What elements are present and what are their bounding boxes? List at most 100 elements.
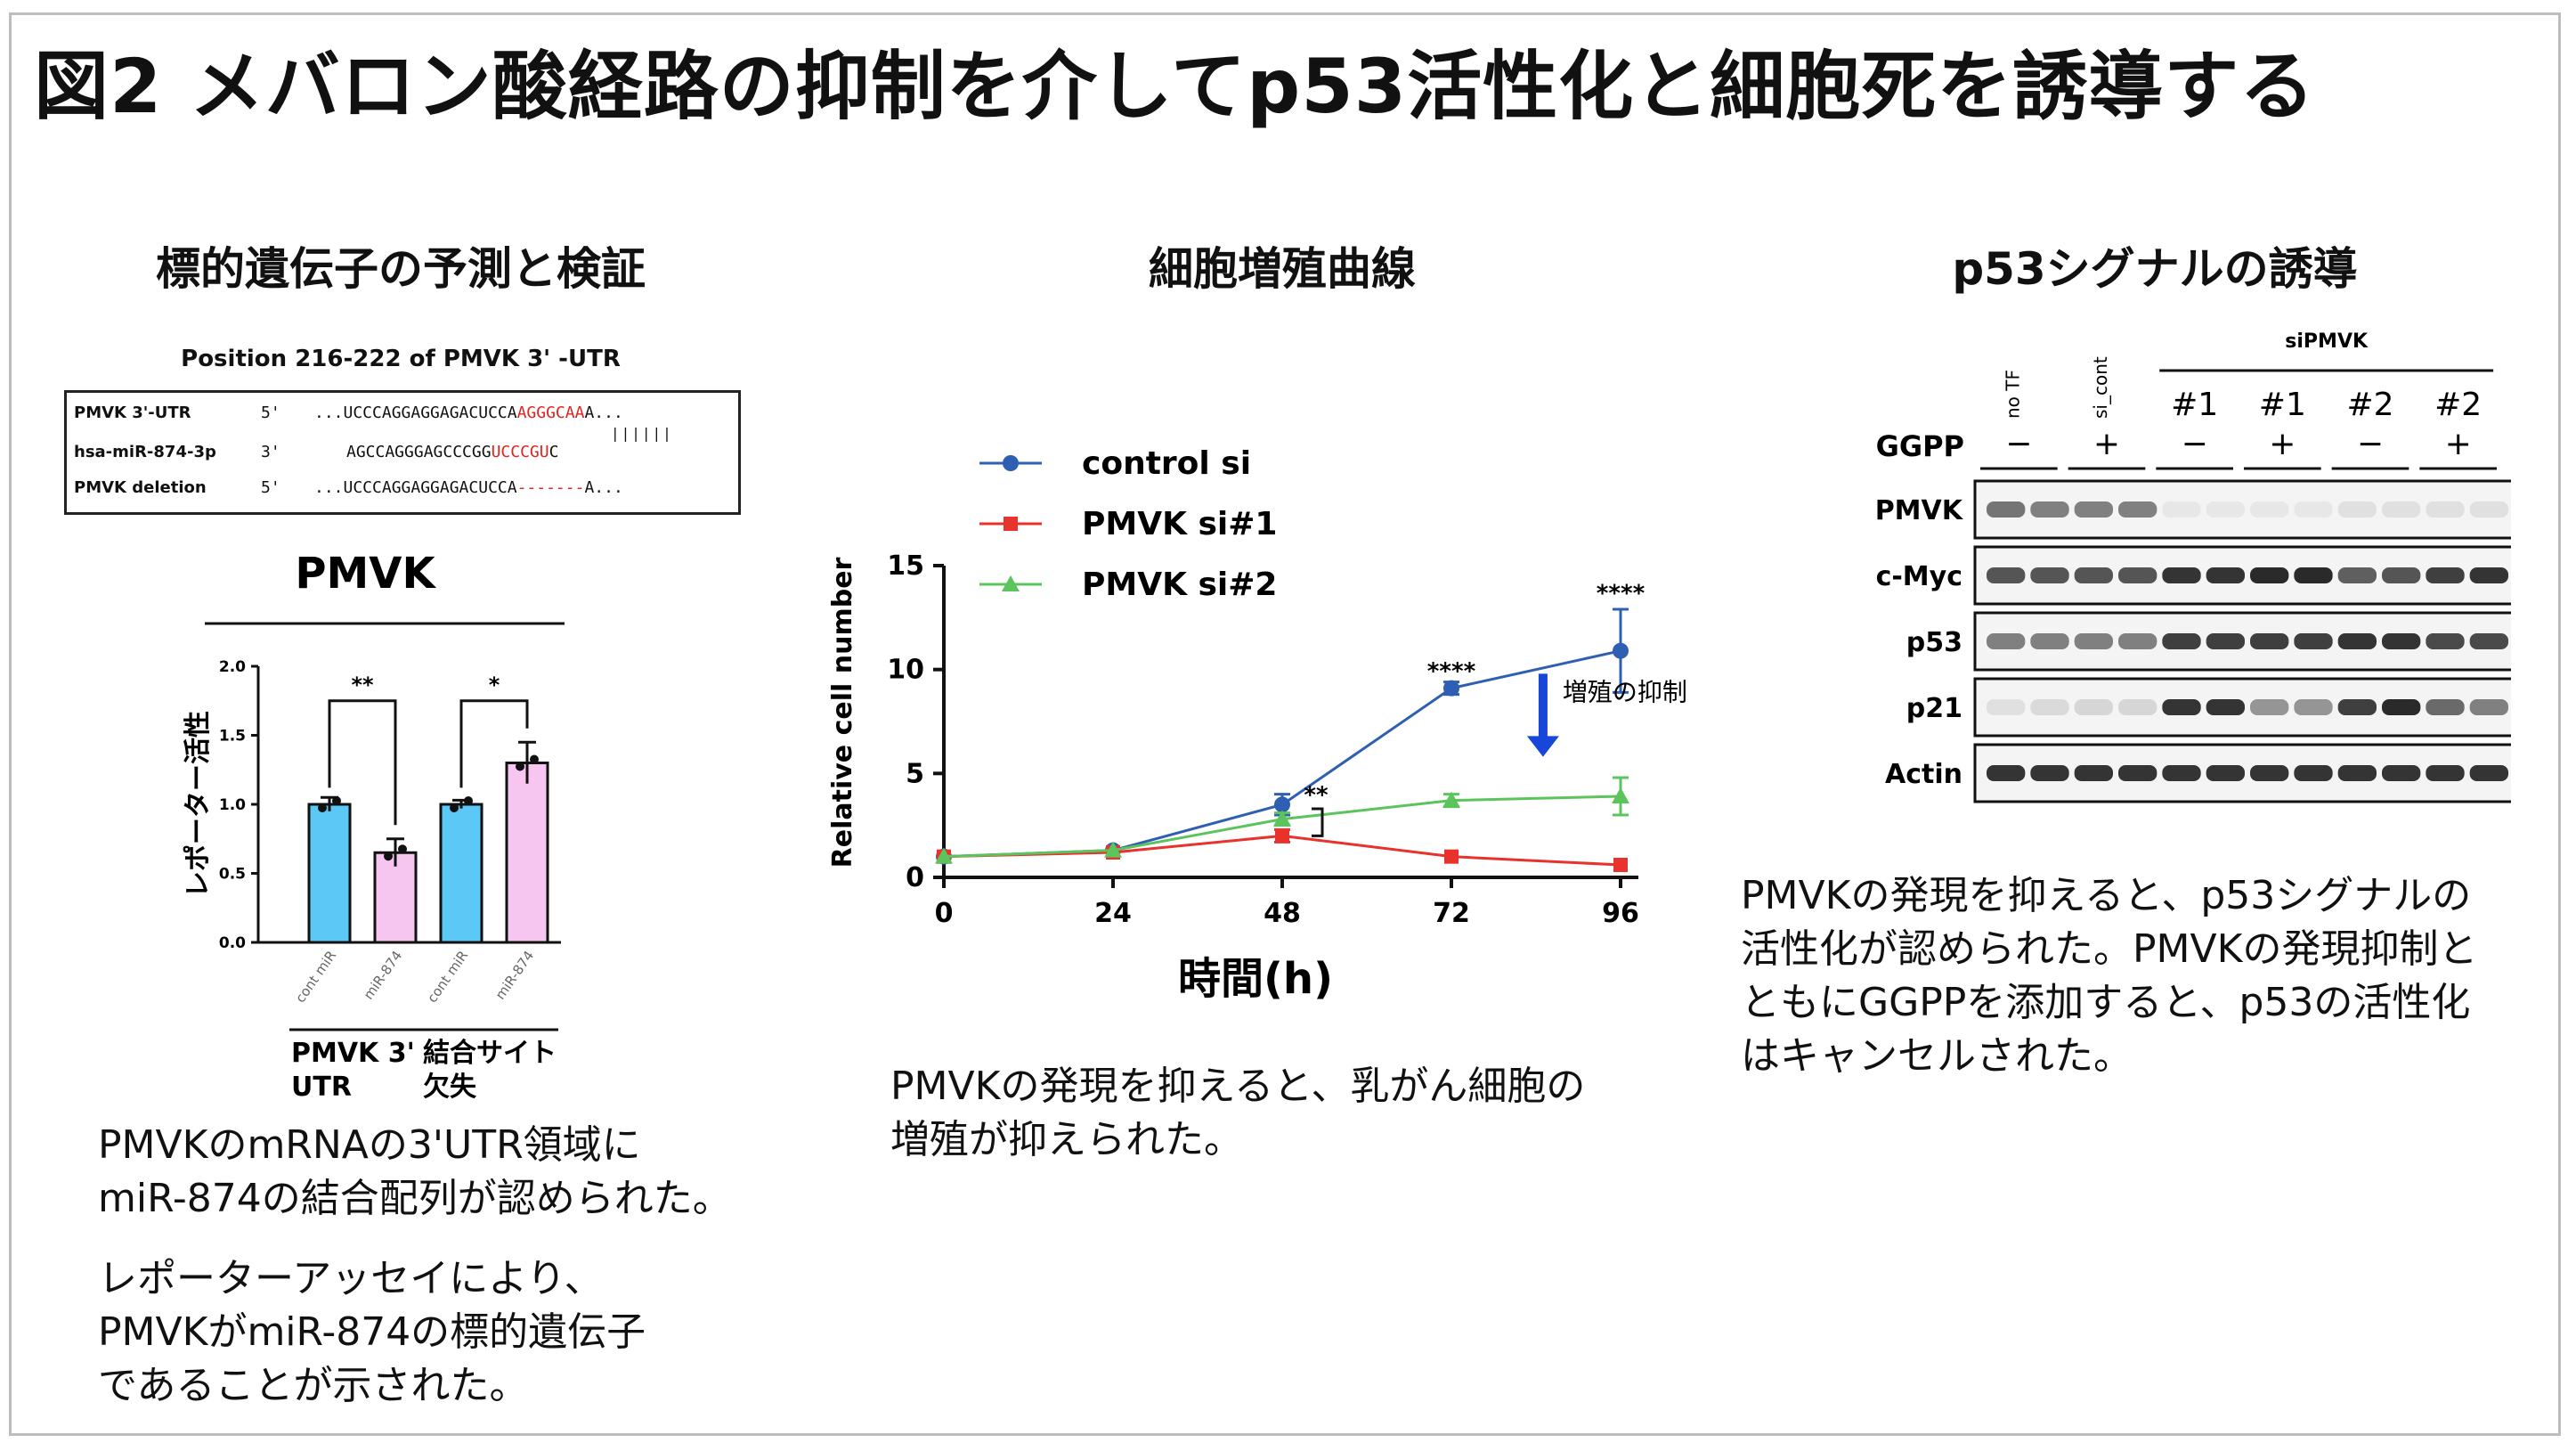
sequence-tail: C <box>549 443 559 461</box>
blot-band <box>2469 567 2508 583</box>
left-caption-2: miR-874の結合配列が認められた。 <box>98 1176 732 1221</box>
blot-band <box>2469 633 2508 649</box>
sequence-label: PMVK 3'-UTR <box>74 404 191 422</box>
sequence-tail: A... <box>584 478 623 497</box>
blot-band <box>2162 501 2201 518</box>
ggpp-label: GGPP <box>1876 429 1964 463</box>
data-point <box>1274 796 1290 813</box>
sequence-row: PMVK 3'-UTR 5' ...UCCCAGGAGGAGACUCCAAGGGCA… <box>74 404 623 422</box>
y-tick-label: 1.5 <box>219 728 246 746</box>
blot-band <box>2294 501 2333 518</box>
blot-band <box>2426 699 2465 715</box>
figure-title: 図2 メバロン酸経路の抑制を介してp53活性化と細胞死を誘導する <box>34 43 2316 130</box>
data-point <box>398 844 407 854</box>
blot-band <box>2426 765 2465 781</box>
blot-band <box>2030 699 2069 715</box>
lane-number: #2 <box>2434 387 2482 423</box>
blot-band <box>2337 765 2377 781</box>
bar <box>505 762 549 944</box>
sequence-prime: 3' <box>261 443 280 461</box>
blot-band <box>2206 765 2245 781</box>
blot-band <box>2030 567 2069 583</box>
group-label: 結合サイト <box>423 1038 557 1069</box>
blot-band <box>2118 765 2158 781</box>
blot-band <box>2118 633 2158 649</box>
significance-bracket <box>328 699 397 826</box>
y-tick-label: 0.5 <box>219 866 246 884</box>
sequence-deletion: ------- <box>516 478 585 497</box>
x-tick-label: cont miR <box>424 948 471 1006</box>
sequence-label: hsa-miR-874-3p <box>74 443 216 461</box>
x-tick-label: miR-874 <box>361 948 406 1003</box>
data-point <box>464 796 473 805</box>
sequence-text: AGCCAGGGAGCCCGG <box>346 443 492 461</box>
x-tick-label: 72 <box>1433 898 1470 929</box>
x-tick-label: 24 <box>1094 898 1132 929</box>
data-point <box>516 762 524 771</box>
data-point <box>1444 849 1459 864</box>
blot-band <box>2118 567 2158 583</box>
ggpp-sign: − <box>2357 426 2384 462</box>
sequence-tail: A... <box>584 404 623 422</box>
blot-band <box>2030 765 2069 781</box>
data-point <box>1613 858 1628 872</box>
middle-caption-2: 増殖が抑えられた。 <box>890 1117 1243 1162</box>
x-axis-label: 時間(h) <box>1178 954 1333 1004</box>
blot-band <box>2426 633 2465 649</box>
y-tick-label: 0 <box>906 862 924 893</box>
blot-band <box>2030 633 2069 649</box>
data-point <box>332 796 341 805</box>
significance-bracket <box>1312 807 1324 837</box>
data-point <box>384 852 393 861</box>
data-point <box>1273 810 1291 827</box>
sequence-row: PMVK deletion 5' ...UCCCAGGAGGAGACUCCA----… <box>74 478 623 497</box>
blot-band <box>1987 765 2026 781</box>
blot-band <box>2162 567 2201 583</box>
blot-band <box>2294 633 2333 649</box>
y-tick-label: 15 <box>887 550 924 582</box>
base-pair-lines: |||||| <box>611 425 673 442</box>
blot-band <box>2337 699 2377 715</box>
sequence-text: ...UCCCAGGAGGAGACUCCA <box>314 478 517 497</box>
blot-band <box>2206 699 2245 715</box>
data-point <box>1443 680 1459 697</box>
blot-band <box>2074 699 2113 715</box>
suppression-label: 増殖の抑制 <box>1563 678 1687 707</box>
blot-band <box>2250 501 2289 518</box>
sequence-seed-site: AGGGCAA <box>516 404 585 422</box>
data-point <box>318 803 327 812</box>
reporter-bar-chart: PMVK 0.0 0.5 1.0 1.5 2.0 レポーター活性 cont miR miR-87… <box>183 549 565 1103</box>
x-tick-label: cont miR <box>292 948 339 1006</box>
blot-band <box>2426 501 2465 518</box>
left-caption-4: PMVKがmiR-874の標的遺伝子 <box>98 1309 646 1355</box>
sequence-label: PMVK deletion <box>74 478 207 497</box>
blot-band <box>2337 501 2377 518</box>
right-panel-heading: p53シグナルの誘導 <box>1952 243 2358 295</box>
suppression-arrow-head <box>1526 736 1559 757</box>
lane-number: #2 <box>2346 387 2393 423</box>
blot-band <box>2382 633 2421 649</box>
data-point <box>1003 455 1019 471</box>
blot-band <box>1987 501 2026 518</box>
group-label: PMVK 3' <box>291 1038 415 1069</box>
band-label: p21 <box>1906 693 1962 724</box>
lane-number: #1 <box>2259 387 2306 423</box>
y-tick-label: 5 <box>906 758 924 789</box>
data-point <box>935 847 953 864</box>
blot-band <box>2074 765 2113 781</box>
middle-panel-heading: 細胞増殖曲線 <box>1149 243 1416 295</box>
lane-label-no-tf: no TF <box>2002 370 2023 419</box>
band-label: p53 <box>1906 627 1962 658</box>
left-caption-3: レポーターアッセイにより、 <box>98 1256 604 1301</box>
blot-band <box>2294 567 2333 583</box>
x-tick-label: 48 <box>1264 898 1301 929</box>
bar <box>439 803 484 944</box>
significance-label: **** <box>1427 658 1476 685</box>
sequence-text: ...UCCCAGGAGGAGACUCCA <box>314 404 517 422</box>
y-tick-label: 1.0 <box>219 796 246 814</box>
blot-band <box>2162 633 2201 649</box>
blot-band <box>2337 567 2377 583</box>
blot-band <box>1987 699 2026 715</box>
legend-label: PMVK si#1 <box>1082 506 1277 542</box>
significance-label: * <box>489 673 500 697</box>
